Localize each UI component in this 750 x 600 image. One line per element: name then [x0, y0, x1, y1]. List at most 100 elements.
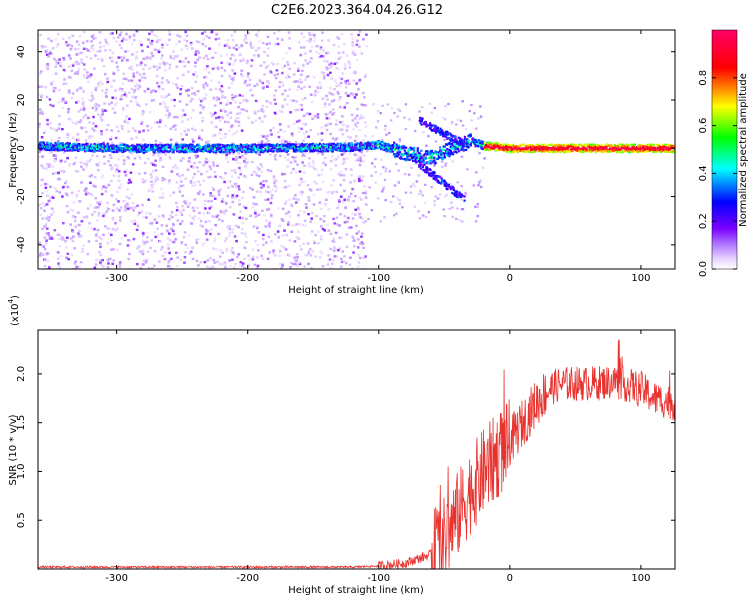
- heatmap-cell: [57, 171, 60, 174]
- heatmap-cell: [56, 143, 60, 146]
- heatmap-cell: [233, 72, 237, 75]
- heatmap-cell: [280, 110, 284, 114]
- heatmap-cell: [80, 144, 83, 147]
- heatmap-cell: [294, 80, 297, 83]
- heatmap-cell: [126, 207, 130, 210]
- heatmap-cell: [288, 143, 291, 146]
- heatmap-cell: [55, 143, 58, 146]
- heatmap-cell: [61, 97, 65, 101]
- heatmap-cell: [311, 142, 314, 146]
- heatmap-cell: [400, 152, 403, 155]
- heatmap-cell: [317, 173, 321, 177]
- heatmap-cell: [56, 61, 60, 65]
- heatmap-cell: [494, 146, 497, 149]
- heatmap-cell: [359, 216, 362, 219]
- heatmap-cell: [322, 147, 325, 150]
- heatmap-cell: [252, 225, 256, 228]
- heatmap-cell: [312, 144, 316, 147]
- heatmap-cell: [210, 30, 214, 34]
- heatmap-cell: [207, 176, 210, 179]
- heatmap-cell: [264, 144, 267, 147]
- heatmap-cell: [259, 146, 262, 150]
- heatmap-cell: [433, 106, 436, 110]
- heatmap-cell: [336, 90, 339, 94]
- heatmap-cell: [153, 230, 157, 234]
- heatmap-cell: [187, 146, 191, 150]
- heatmap-cell: [78, 200, 81, 203]
- heatmap-cell: [368, 146, 371, 149]
- heatmap-cell: [229, 147, 232, 150]
- heatmap-cell: [519, 149, 522, 152]
- heatmap-cell: [45, 53, 49, 56]
- heatmap-cell: [301, 147, 304, 151]
- heatmap-cell: [122, 36, 125, 39]
- heatmap-cell: [487, 145, 490, 148]
- heatmap-cell: [301, 69, 304, 73]
- heatmap-cell: [320, 132, 324, 135]
- heatmap-cell: [78, 147, 81, 150]
- heatmap-cell: [398, 148, 402, 151]
- heatmap-cell: [105, 128, 109, 131]
- heatmap-cell: [129, 206, 133, 210]
- heatmap-cell: [485, 148, 488, 151]
- heatmap-cell: [274, 233, 277, 236]
- heatmap-cell: [214, 87, 218, 91]
- heatmap-cell: [213, 125, 217, 128]
- heatmap-cell: [221, 263, 224, 266]
- heatmap-cell: [329, 132, 332, 136]
- heatmap-cell: [277, 149, 280, 153]
- heatmap-cell: [107, 145, 110, 148]
- heatmap-cell: [82, 148, 86, 151]
- heatmap-cell: [361, 175, 365, 178]
- heatmap-cell: [73, 161, 77, 164]
- heatmap-cell: [340, 236, 343, 239]
- heatmap-cell: [540, 148, 543, 151]
- heatmap-cell: [344, 206, 347, 209]
- heatmap-cell: [257, 30, 260, 33]
- heatmap-cell: [196, 170, 200, 173]
- heatmap-cell: [166, 145, 169, 148]
- heatmap-cell: [62, 68, 66, 72]
- heatmap-cell: [239, 149, 242, 152]
- heatmap-cell: [314, 233, 317, 237]
- heatmap-cell: [81, 250, 84, 253]
- heatmap-cell: [197, 51, 201, 55]
- heatmap-cell: [226, 151, 230, 155]
- heatmap-cell: [191, 143, 194, 146]
- heatmap-cell: [363, 75, 367, 78]
- heatmap-cell: [339, 105, 342, 109]
- heatmap-cell: [213, 66, 217, 70]
- heatmap-cell: [74, 260, 77, 263]
- heatmap-cell: [273, 144, 277, 147]
- heatmap-cell: [135, 51, 139, 54]
- heatmap-cell: [120, 95, 123, 98]
- heatmap-cell: [331, 108, 335, 111]
- heatmap-cell: [327, 112, 331, 115]
- heatmap-cell: [232, 46, 236, 50]
- heatmap-cell: [196, 155, 200, 158]
- heatmap-cell: [250, 160, 254, 164]
- heatmap-cell: [307, 251, 311, 255]
- heatmap-cell: [75, 170, 78, 173]
- heatmap-cell: [228, 46, 231, 49]
- heatmap-cell: [225, 144, 228, 147]
- heatmap-cell: [181, 145, 185, 148]
- heatmap-cell: [247, 72, 250, 75]
- heatmap-cell: [297, 147, 300, 150]
- heatmap-cell: [154, 90, 158, 93]
- heatmap-cell: [145, 56, 149, 59]
- heatmap-cell: [149, 41, 152, 45]
- heatmap-cell: [315, 50, 318, 54]
- heatmap-cell: [398, 109, 402, 112]
- heatmap-cell: [187, 150, 191, 153]
- heatmap-cell: [222, 177, 225, 180]
- heatmap-cell: [290, 230, 294, 234]
- heatmap-cell: [323, 59, 326, 63]
- heatmap-cell: [460, 185, 463, 188]
- heatmap-cell: [269, 102, 273, 105]
- heatmap-cell: [249, 41, 252, 44]
- heatmap-cell: [333, 62, 337, 66]
- heatmap-cell: [309, 254, 313, 257]
- heatmap-cell: [435, 151, 438, 154]
- heatmap-cell: [45, 95, 49, 99]
